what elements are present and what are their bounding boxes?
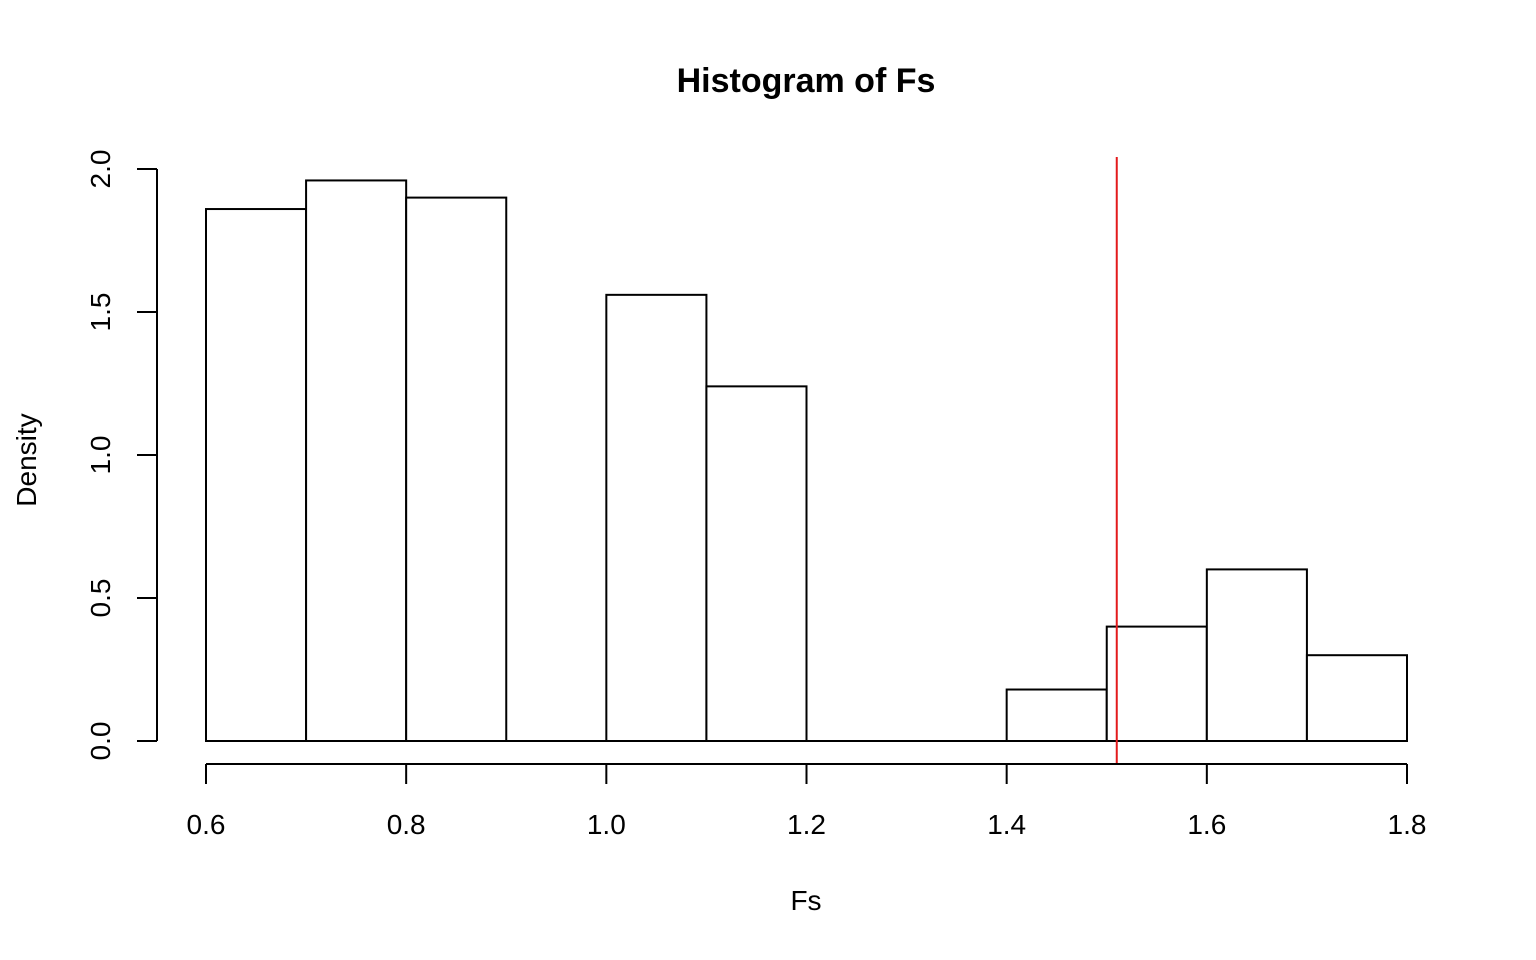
x-tick-label-3: 1.2 [787, 809, 826, 840]
histogram-bar-2 [405, 196, 508, 743]
y-tick-label-0: 0.0 [85, 722, 116, 761]
histogram-bar-4 [605, 293, 708, 742]
x-axis: 0.6 0.8 1.0 1.2 1.4 1.6 1.8 [187, 763, 1427, 840]
histogram-bar-0 [205, 208, 308, 743]
histogram-bars [205, 179, 1408, 743]
y-tick-label-3: 1.5 [85, 293, 116, 332]
x-axis-label: Fs [790, 885, 821, 916]
x-tick-label-5: 1.6 [1187, 809, 1226, 840]
histogram-bar-8 [1005, 688, 1108, 743]
y-axis: 0.0 0.5 1.0 1.5 2.0 [85, 150, 158, 761]
x-tick-label-2: 1.0 [587, 809, 626, 840]
y-tick-label-4: 2.0 [85, 150, 116, 189]
histogram-bar-5 [705, 385, 808, 742]
x-tick-label-0: 0.6 [187, 809, 226, 840]
y-tick-label-2: 1.0 [85, 436, 116, 475]
x-tick-label-1: 0.8 [387, 809, 426, 840]
chart-title: Histogram of Fs [677, 62, 936, 100]
y-axis-label: Density [11, 413, 42, 506]
histogram-bar-10 [1205, 568, 1308, 743]
x-tick-label-4: 1.4 [987, 809, 1026, 840]
histogram-bar-1 [305, 179, 408, 742]
y-tick-label-1: 0.5 [85, 579, 116, 618]
histogram-bar-11 [1305, 654, 1408, 743]
histogram-bar-9 [1105, 625, 1208, 742]
x-tick-label-6: 1.8 [1388, 809, 1427, 840]
